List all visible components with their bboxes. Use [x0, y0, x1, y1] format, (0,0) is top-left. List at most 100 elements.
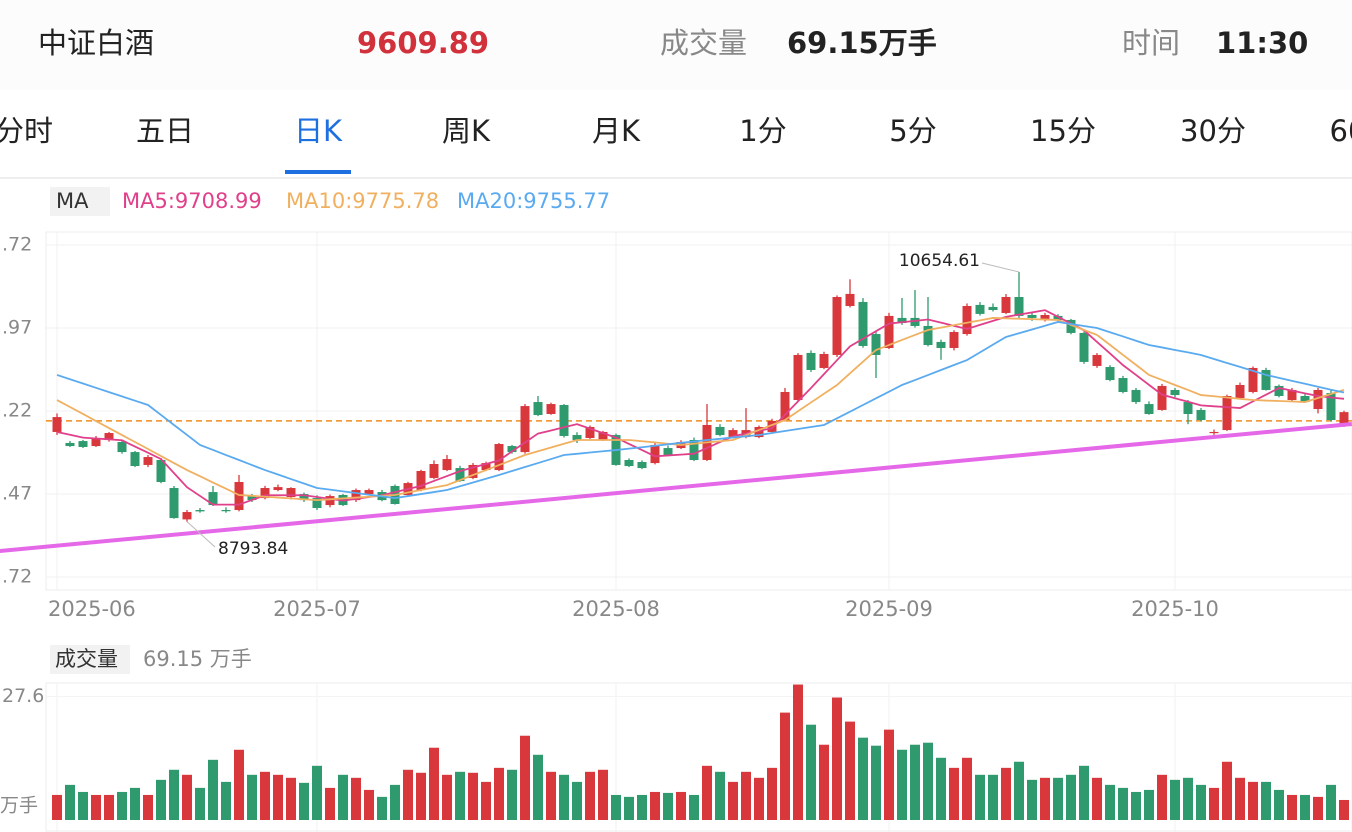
volume-bar: [949, 767, 959, 820]
tab[interactable]: 周K: [442, 114, 491, 148]
volume-bar: [182, 774, 192, 820]
volume-bar: [299, 782, 309, 820]
candle-body: [572, 435, 582, 441]
candle-body: [1326, 393, 1336, 421]
volume-bar: [1079, 765, 1089, 820]
candle-body: [585, 426, 595, 438]
volume-bar: [117, 791, 127, 820]
volume-bar: [143, 794, 153, 820]
volume-bar: [1209, 787, 1219, 820]
volume-bar: [1092, 777, 1102, 820]
volume-bar: [364, 789, 374, 820]
volume-bar: [754, 777, 764, 820]
tab[interactable]: 分时: [0, 114, 53, 148]
candle-body: [1235, 385, 1245, 399]
volume-bar: [520, 735, 530, 820]
candle-body: [962, 305, 972, 335]
y-tick-label: .97: [2, 316, 32, 338]
candle-body: [442, 459, 452, 471]
candle-body: [247, 496, 257, 501]
candle-body: [1248, 367, 1258, 392]
tab[interactable]: 15分: [1030, 114, 1096, 148]
candle-body: [494, 444, 504, 471]
volume-bar: [1001, 767, 1011, 820]
volume-bar: [130, 787, 140, 820]
candle-body: [312, 498, 322, 509]
trend-line: [0, 422, 1352, 554]
volume-bar: [416, 772, 426, 820]
candle-body: [1105, 367, 1115, 381]
volume-bar: [494, 767, 504, 820]
volume-bar: [1287, 794, 1297, 820]
candle-body: [806, 352, 816, 370]
volume-bar: [1170, 779, 1180, 820]
volume-bar: [858, 737, 868, 820]
legend-entry: MA20:9755.77: [457, 189, 610, 213]
candle-body: [468, 464, 478, 478]
price: 9609.89: [357, 26, 489, 60]
volume-bar: [338, 774, 348, 820]
candle-body: [871, 334, 881, 355]
volume-bar: [689, 794, 699, 820]
time-label: 时间: [1122, 26, 1180, 60]
candle-body: [1183, 402, 1193, 414]
candle-body: [767, 420, 777, 432]
candle-body: [429, 464, 439, 478]
candle-body: [260, 488, 270, 499]
volume-bar: [247, 774, 257, 820]
volume-bar: [442, 774, 452, 820]
volume-bar: [897, 749, 907, 820]
ma-legend-box: [50, 187, 110, 216]
candle-body: [351, 490, 361, 501]
volume-bar: [1261, 781, 1271, 820]
volume-bar: [845, 721, 855, 820]
tab[interactable]: 60: [1330, 114, 1352, 148]
x-tick-label: 2025-09: [845, 597, 933, 621]
volume-bar: [871, 745, 881, 820]
candle-body: [507, 446, 517, 453]
candle-body: [455, 468, 465, 482]
volume-bar: [403, 769, 413, 820]
tab[interactable]: 月K: [592, 114, 641, 148]
tab[interactable]: 日K: [294, 114, 343, 148]
candle-body: [1274, 385, 1284, 397]
candle-body: [65, 442, 75, 447]
candle-body: [1261, 369, 1271, 390]
tab[interactable]: 1分: [739, 114, 786, 148]
header-bg: [0, 0, 1352, 90]
active-tab-underline: [285, 170, 351, 174]
volume-bar: [832, 697, 842, 820]
legend-entry: MA10:9775.78: [286, 189, 439, 213]
candle-body: [416, 470, 426, 491]
volume-bar: [234, 749, 244, 820]
volume-bar: [1313, 796, 1323, 820]
volume-bar: [1118, 787, 1128, 820]
volume-bar: [273, 774, 283, 820]
candle-body: [1209, 431, 1219, 434]
tab[interactable]: 5分: [889, 114, 936, 148]
volume-bar: [936, 757, 946, 820]
candle-body: [624, 459, 634, 467]
volume-bar: [1300, 794, 1310, 820]
y-tick-label: .72: [2, 565, 32, 587]
x-tick-label: 2025-06: [48, 597, 136, 621]
volume-bar: [286, 777, 296, 820]
volume-bar: [975, 774, 985, 820]
candle-body: [195, 510, 205, 512]
candle-body: [754, 426, 764, 438]
candle-body: [1079, 332, 1089, 362]
candle-body: [208, 492, 218, 506]
candle-body: [845, 293, 855, 306]
volume-bar: [1105, 784, 1115, 820]
y-tick-label: .72: [2, 233, 32, 255]
volume-legend-label: 成交量: [55, 647, 118, 671]
candle-body: [481, 463, 491, 471]
tab[interactable]: 五日: [136, 114, 194, 148]
volume-legend-box: [50, 645, 130, 674]
volume-bar: [1183, 777, 1193, 820]
tab[interactable]: 30分: [1180, 114, 1246, 148]
candle-body: [143, 457, 153, 465]
candle-body: [520, 406, 530, 453]
